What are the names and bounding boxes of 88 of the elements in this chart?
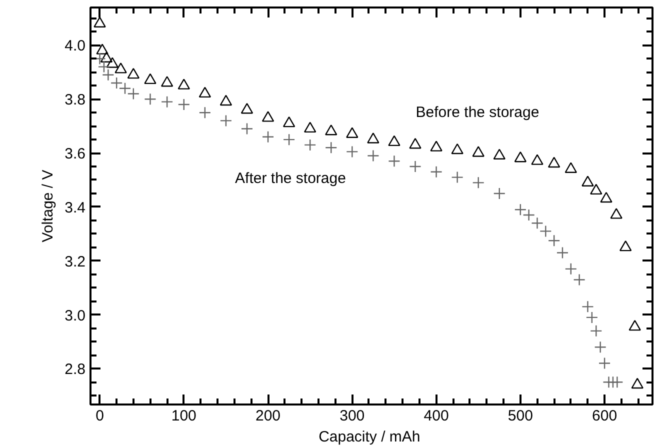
point [451,143,464,154]
point [178,98,190,111]
y-tick-label: 3.2 [64,253,86,270]
point [240,122,254,135]
y-tick-label: 3.4 [64,199,86,216]
point [198,86,212,98]
point [110,76,123,90]
point [493,148,506,160]
point [127,88,140,100]
point [114,62,127,74]
point [160,96,174,108]
point [325,124,338,136]
point [144,93,156,106]
point [346,127,358,138]
point [548,234,560,247]
point [367,132,380,144]
point [619,240,632,252]
point [325,142,338,154]
x-axis-title: Capacity / mAh [318,428,420,446]
x-tick-label: 200 [256,408,281,424]
point [262,111,274,122]
point [564,262,577,276]
point [582,300,594,313]
point [522,208,535,222]
point [472,176,484,189]
y-tick-label: 3.0 [64,307,86,324]
point [304,122,316,133]
point [409,138,422,149]
point [409,160,422,173]
x-tick-label: 100 [171,408,196,424]
point [610,208,622,219]
point [100,52,113,62]
point [178,78,190,90]
point [548,156,560,168]
point [556,246,569,259]
point [98,60,110,73]
point [586,311,598,324]
point [160,76,174,87]
point [531,154,544,165]
point [96,44,108,54]
point [220,94,232,106]
point [600,192,612,203]
point [611,376,624,388]
point [127,68,140,79]
point [262,130,274,143]
x-tick-label: 400 [424,408,449,424]
point [430,140,442,152]
x-tick-label: 0 [96,408,104,424]
y-tick-label: 4.0 [64,38,86,55]
point [240,102,254,114]
point [118,82,132,94]
point [388,155,400,168]
point [598,357,611,370]
point [282,116,296,128]
point [493,187,506,200]
y-tick-label: 2.8 [64,361,86,378]
point [451,171,464,184]
annotation: Before the storage [416,104,540,121]
x-tick-label: 500 [508,408,533,424]
point [594,340,606,354]
point [472,146,484,157]
point [564,162,577,173]
point [590,184,602,195]
point [282,133,296,146]
point [198,106,212,119]
point [514,204,527,216]
point [590,324,602,338]
point [144,73,156,84]
x-tick-label: 600 [592,408,618,424]
y-tick-label: 3.6 [64,146,86,163]
point [573,274,586,286]
point [220,114,232,127]
point [367,150,380,162]
point [346,146,358,158]
point [94,16,106,28]
point [430,166,442,178]
point [514,151,527,162]
point [102,68,114,81]
x-tick-label: 300 [340,408,365,424]
point [106,57,118,68]
y-tick-label: 3.8 [64,92,86,109]
y-axis-title: Voltage / V [40,170,57,242]
point [531,217,544,230]
point [582,176,594,186]
point [540,225,552,238]
point [304,138,316,152]
point [388,135,400,146]
annotation: After the storage [235,170,346,187]
